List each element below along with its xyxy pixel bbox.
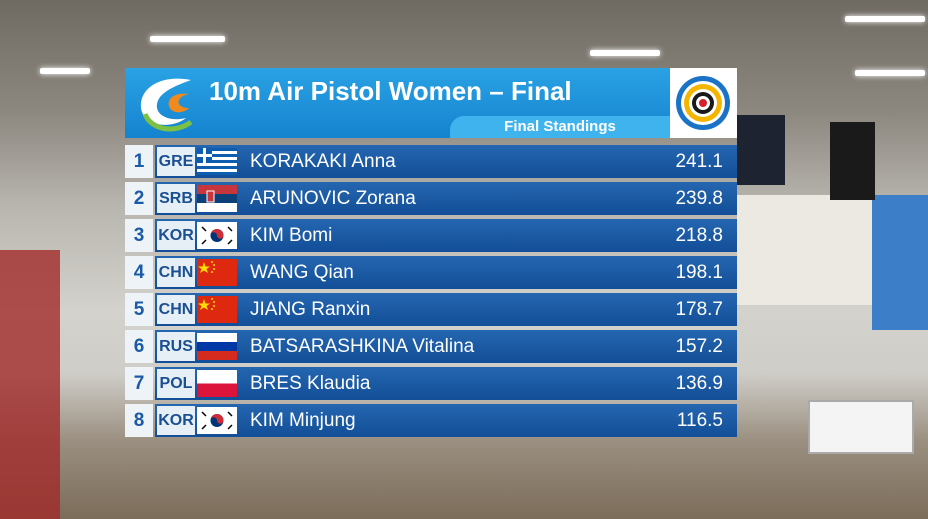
row-background xyxy=(155,404,737,437)
country-code: CHN xyxy=(157,258,195,287)
standing-row: 1 GRE KORAKAKI Anna 241.1 xyxy=(125,145,737,178)
score: 116.5 xyxy=(676,410,723,431)
issf-logo xyxy=(670,68,737,138)
rank: 2 xyxy=(125,182,153,215)
rank: 6 xyxy=(125,330,153,363)
flag xyxy=(197,185,237,217)
row-background xyxy=(155,182,737,215)
country-code: GRE xyxy=(157,147,195,176)
country-code: SRB xyxy=(157,184,195,213)
ceiling-light xyxy=(855,70,925,76)
ceiling-light xyxy=(845,16,925,22)
country-code: RUS xyxy=(157,332,195,361)
row-background xyxy=(155,367,737,400)
score: 239.8 xyxy=(675,188,723,209)
country-code: POL xyxy=(157,369,195,398)
flag xyxy=(197,333,237,365)
athlete-name: WANG Qian xyxy=(250,262,354,283)
standing-row: 5 CHN JIANG Ranxin 178.7 xyxy=(125,293,737,326)
standing-row: 4 CHN WANG Qian 198.1 xyxy=(125,256,737,289)
rank: 5 xyxy=(125,293,153,326)
zone-sign xyxy=(808,400,914,454)
ceiling-light xyxy=(590,50,660,56)
rank: 3 xyxy=(125,219,153,252)
score: 136.9 xyxy=(675,373,723,394)
score: 157.2 xyxy=(675,336,723,357)
athlete-name: KIM Minjung xyxy=(250,410,356,431)
flag xyxy=(197,259,237,291)
country-code: KOR xyxy=(157,221,195,250)
banner xyxy=(872,195,928,330)
title: 10m Air Pistol Women – Final xyxy=(209,76,572,106)
athlete-name: ARUNOVIC Zorana xyxy=(250,188,416,209)
standing-row: 6 RUS BATSARASHKINA Vitalina 157.2 xyxy=(125,330,737,363)
rank: 4 xyxy=(125,256,153,289)
flag xyxy=(197,370,237,402)
row-background xyxy=(155,145,737,178)
flag xyxy=(197,407,237,439)
rank: 7 xyxy=(125,367,153,400)
title-bar: 10m Air Pistol Women – Final Final Stand… xyxy=(125,68,670,138)
row-background xyxy=(155,293,737,326)
person xyxy=(0,250,60,519)
standing-row: 8 KOR KIM Minjung 116.5 xyxy=(125,404,737,437)
athlete-name: KORAKAKI Anna xyxy=(250,151,396,172)
athlete-name: BRES Klaudia xyxy=(250,373,371,394)
rank: 1 xyxy=(125,145,153,178)
rank: 8 xyxy=(125,404,153,437)
standing-row: 2 SRB ARUNOVIC Zorana 239.8 xyxy=(125,182,737,215)
speaker xyxy=(830,122,875,200)
score: 241.1 xyxy=(675,151,723,172)
score: 178.7 xyxy=(675,299,723,320)
athlete-name: BATSARASHKINA Vitalina xyxy=(250,336,475,357)
ceiling-light xyxy=(150,36,225,42)
score: 198.1 xyxy=(675,262,723,283)
row-background xyxy=(155,219,737,252)
ceiling-light xyxy=(40,68,90,74)
flag xyxy=(197,296,237,328)
score: 218.8 xyxy=(675,225,723,246)
subtitle: Final Standings xyxy=(450,116,670,138)
range-wall xyxy=(737,195,877,305)
standing-row: 3 KOR KIM Bomi 218.8 xyxy=(125,219,737,252)
screen xyxy=(737,115,785,185)
standing-row: 7 POL BRES Klaudia 136.9 xyxy=(125,367,737,400)
athlete-name: KIM Bomi xyxy=(250,225,333,246)
row-background xyxy=(155,256,737,289)
country-code: CHN xyxy=(157,295,195,324)
flag xyxy=(197,148,237,180)
country-code: KOR xyxy=(157,406,195,435)
flag xyxy=(197,222,237,254)
logo xyxy=(140,78,193,132)
athlete-name: JIANG Ranxin xyxy=(250,299,371,320)
row-background xyxy=(155,330,737,363)
